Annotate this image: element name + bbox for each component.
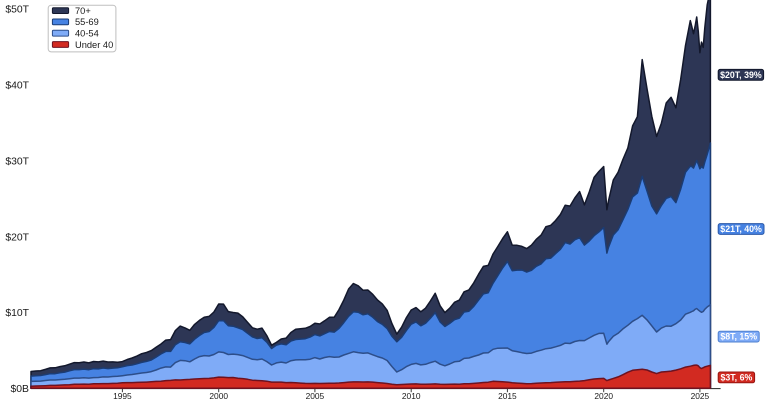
svg-text:$21T, 40%: $21T, 40% [720, 224, 762, 234]
svg-text:$3T, 6%: $3T, 6% [721, 373, 753, 383]
svg-text:2020: 2020 [594, 391, 613, 401]
svg-text:2010: 2010 [402, 391, 421, 401]
svg-text:$40T: $40T [5, 81, 29, 92]
svg-text:$50T: $50T [5, 5, 29, 16]
svg-text:2005: 2005 [306, 391, 325, 401]
svg-text:$20T: $20T [5, 232, 29, 243]
svg-text:$0B: $0B [11, 384, 30, 395]
svg-text:$8T, 15%: $8T, 15% [720, 332, 757, 342]
svg-text:40-54: 40-54 [75, 29, 99, 39]
svg-text:2015: 2015 [498, 391, 517, 401]
svg-text:$10T: $10T [5, 308, 29, 319]
svg-text:1995: 1995 [113, 391, 132, 401]
svg-text:70+: 70+ [75, 6, 91, 16]
svg-text:2025: 2025 [691, 391, 710, 401]
svg-text:$30T: $30T [5, 156, 29, 167]
svg-text:55-69: 55-69 [75, 17, 99, 27]
svg-text:Under 40: Under 40 [75, 40, 113, 50]
svg-text:2000: 2000 [209, 391, 228, 401]
svg-text:$20T, 39%: $20T, 39% [720, 70, 762, 80]
